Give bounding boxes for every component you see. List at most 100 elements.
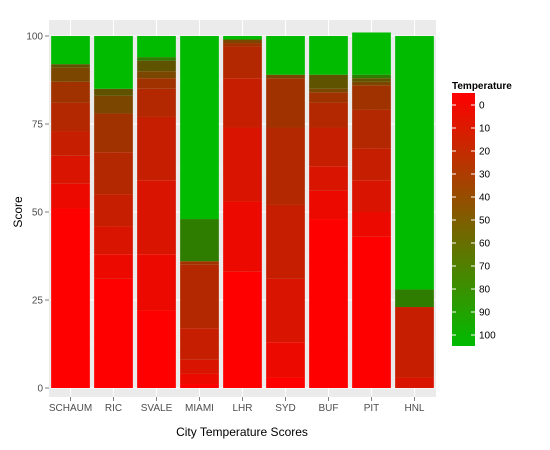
bar-segment-ric-10 xyxy=(94,254,133,279)
bar-segment-hnl-100 xyxy=(395,36,434,290)
legend-label-0: 0 xyxy=(479,101,485,112)
bar-segment-pit-10 xyxy=(352,212,391,237)
bar-segment-pit-40 xyxy=(352,109,391,149)
legend-label-50: 50 xyxy=(479,216,491,227)
bar-segment-ric-100 xyxy=(94,36,133,89)
bar-segment-svale-50 xyxy=(137,78,176,89)
legend-label-70: 70 xyxy=(479,262,491,273)
bar-segment-hnl-20 xyxy=(395,377,434,388)
bar-segment-buf-40 xyxy=(309,102,348,128)
x-tick-label-svale: SVALE xyxy=(141,403,173,414)
bar-segment-buf-10 xyxy=(309,190,348,220)
bar-segment-miami-20 xyxy=(180,359,219,374)
bar-segment-schaum-70 xyxy=(51,64,90,68)
legend-label-20: 20 xyxy=(479,147,491,158)
x-tick-label-syd: SYD xyxy=(275,403,296,414)
x-axis-title: City Temperature Scores xyxy=(176,425,308,439)
bar-segment-svale-40 xyxy=(137,88,176,117)
bar-segment-miami-0 xyxy=(180,384,219,388)
bar-segment-buf-100 xyxy=(309,36,348,75)
bar-segment-hnl-30 xyxy=(395,307,434,378)
x-tick-label-schaum: SCHAUM xyxy=(49,403,92,414)
bar-segment-svale-0 xyxy=(137,310,176,388)
bar-segment-ric-70 xyxy=(94,88,133,96)
bar-segment-syd-10 xyxy=(266,342,305,378)
bar-segment-syd-50 xyxy=(266,78,305,128)
bar-segment-ric-40 xyxy=(94,152,133,195)
legend: Temperature 0 10 20 30 40 50 60 70 80 90 100 xyxy=(452,81,512,346)
legend-colorbar xyxy=(452,93,475,346)
bar-segment-schaum-30 xyxy=(51,131,90,156)
bar-segment-miami-80 xyxy=(180,219,219,262)
legend-label-100: 100 xyxy=(479,331,496,342)
bar-segment-svale-60 xyxy=(137,71,176,79)
x-tick-label-miami: MIAMI xyxy=(185,403,214,414)
bar-segment-svale-70 xyxy=(137,60,176,72)
bar-segment-ric-30 xyxy=(94,194,133,227)
x-axis: SCHAUM RIC SVALE MIAMI LHR SYD BUF PIT HNL xyxy=(49,397,425,414)
bar-segment-pit-80 xyxy=(352,74,391,79)
bar-segment-lhr-30 xyxy=(223,78,262,128)
y-tick-label: 75 xyxy=(32,120,44,131)
bar-segment-syd-60 xyxy=(266,74,305,79)
y-axis-title: Score xyxy=(11,196,25,228)
bar-segment-ric-50 xyxy=(94,113,133,153)
bar-segment-lhr-0 xyxy=(223,271,262,388)
legend-labels: 0 10 20 30 40 50 60 70 80 90 100 xyxy=(452,101,496,342)
y-tick-label: 50 xyxy=(32,208,44,219)
bar-segment-pit-100 xyxy=(352,32,391,75)
x-tick-label-lhr: LHR xyxy=(232,403,252,414)
bar-segment-syd-40 xyxy=(266,127,305,205)
bar-segment-schaum-20 xyxy=(51,155,90,184)
bar-segment-syd-100 xyxy=(266,36,305,75)
bar-segment-pit-60 xyxy=(352,81,391,86)
bar-segment-syd-0 xyxy=(266,377,305,388)
legend-label-90: 90 xyxy=(479,308,491,319)
bar-segment-lhr-60 xyxy=(223,39,262,44)
bar-segment-lhr-10 xyxy=(223,201,262,272)
bar-segment-schaum-100 xyxy=(51,36,90,65)
bar-segment-pit-70 xyxy=(352,78,391,82)
y-tick-label: 100 xyxy=(26,32,43,43)
legend-title: Temperature xyxy=(452,81,512,92)
x-tick-label-ric: RIC xyxy=(105,403,122,414)
bar-segment-buf-20 xyxy=(309,166,348,191)
bar-segment-svale-80 xyxy=(137,57,176,61)
bar-segment-schaum-0 xyxy=(51,208,90,388)
bar-segment-hnl-80 xyxy=(395,289,434,308)
bar-segment-syd-20 xyxy=(266,278,305,343)
bar-segment-lhr-100 xyxy=(223,36,262,40)
bar-segment-syd-30 xyxy=(266,204,305,279)
legend-label-40: 40 xyxy=(479,193,491,204)
bar-segment-pit-50 xyxy=(352,85,391,110)
bars-layer xyxy=(51,32,434,388)
bar-segment-schaum-10 xyxy=(51,183,90,209)
y-axis: 0 25 50 75 100 xyxy=(26,32,49,395)
bar-segment-pit-30 xyxy=(352,148,391,181)
x-tick-label-pit: PIT xyxy=(364,403,380,414)
bar-segment-buf-50 xyxy=(309,92,348,103)
bar-segment-buf-0 xyxy=(309,219,348,388)
bar-segment-miami-40 xyxy=(180,264,219,329)
legend-label-60: 60 xyxy=(479,239,491,250)
bar-segment-svale-100 xyxy=(137,36,176,58)
bar-segment-schaum-60 xyxy=(51,67,90,82)
x-tick-label-buf: BUF xyxy=(319,403,339,414)
bar-segment-pit-0 xyxy=(352,236,391,388)
bar-segment-buf-60 xyxy=(309,88,348,93)
bar-segment-pit-20 xyxy=(352,180,391,212)
x-tick-label-hnl: HNL xyxy=(404,403,424,414)
legend-label-30: 30 xyxy=(479,170,491,181)
y-tick-label: 0 xyxy=(37,384,43,395)
bar-segment-miami-100 xyxy=(180,36,219,220)
bar-segment-buf-70 xyxy=(309,74,348,89)
bar-segment-miami-50 xyxy=(180,261,219,265)
bar-segment-miami-10 xyxy=(180,373,219,385)
bar-segment-schaum-40 xyxy=(51,102,90,132)
bar-segment-schaum-50 xyxy=(51,81,90,103)
bar-segment-ric-20 xyxy=(94,226,133,255)
legend-label-80: 80 xyxy=(479,285,491,296)
y-tick-label: 25 xyxy=(32,296,44,307)
bar-segment-lhr-40 xyxy=(223,46,262,79)
